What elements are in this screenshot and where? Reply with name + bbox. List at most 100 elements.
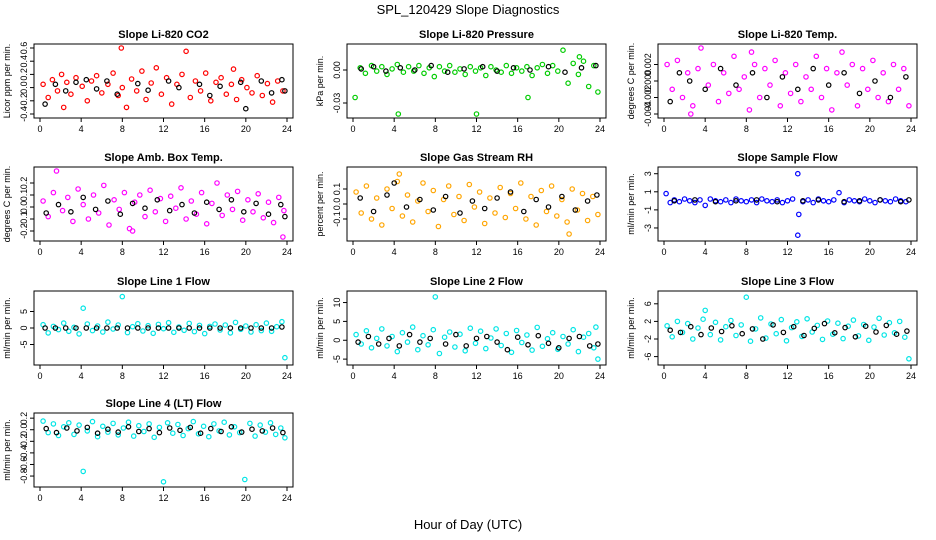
data-point (104, 78, 110, 84)
data-point (689, 103, 696, 109)
series-all (664, 45, 912, 117)
panel-ylabel: degrees C per min. (2, 166, 12, 243)
x-tick-label: 8 (120, 493, 125, 503)
data-point (129, 200, 136, 207)
data-point (707, 331, 714, 338)
data-point (733, 332, 739, 339)
data-point (539, 343, 546, 350)
data-point (810, 199, 817, 206)
data-point (663, 190, 669, 197)
data-point (473, 111, 480, 117)
data-point (106, 222, 112, 228)
data-point (585, 330, 592, 337)
data-point (114, 325, 121, 331)
data-point (244, 84, 250, 91)
data-point (167, 193, 174, 200)
y-tick-label: -5 (332, 355, 342, 363)
data-point (463, 343, 470, 349)
data-point (514, 334, 521, 341)
data-point (795, 211, 802, 218)
data-point (396, 171, 403, 177)
data-point (528, 193, 534, 200)
data-point (717, 65, 724, 72)
data-point (389, 205, 395, 212)
data-point (549, 329, 556, 336)
data-point (206, 433, 212, 440)
data-point (268, 328, 275, 335)
data-point (676, 70, 683, 76)
x-tick-label: 4 (392, 247, 397, 257)
data-point (282, 434, 288, 441)
data-point (472, 68, 479, 74)
series-all (40, 168, 287, 240)
data-point (524, 63, 530, 70)
data-point (494, 195, 500, 201)
data-point (517, 180, 524, 186)
y-tick-label: -0.2 (19, 93, 29, 109)
data-point (362, 70, 369, 77)
data-point (191, 328, 198, 335)
x-tick-label: 8 (433, 124, 438, 134)
data-point (155, 325, 162, 331)
data-point (749, 70, 756, 76)
data-point (906, 103, 912, 109)
x-tick-label: 16 (513, 247, 523, 257)
data-point (282, 213, 288, 220)
data-point (250, 209, 256, 215)
data-point (253, 321, 259, 328)
data-point (55, 201, 62, 208)
data-point (687, 323, 694, 330)
data-point (849, 61, 856, 68)
data-point (120, 425, 127, 431)
data-point (421, 70, 427, 77)
panel-ylabel: ml/min per min. (626, 173, 636, 235)
panel-ylabel: degrees C per min. (626, 43, 636, 120)
data-point (753, 197, 760, 203)
data-point (268, 90, 275, 96)
data-point (764, 198, 770, 204)
data-point (88, 78, 95, 84)
data-point (518, 339, 525, 346)
data-point (842, 324, 848, 331)
data-point (845, 323, 852, 330)
data-point (156, 429, 163, 436)
figure-title: SPL_120429 Slope Diagnostics (376, 2, 560, 17)
data-point (695, 65, 701, 72)
data-point (784, 198, 791, 204)
data-point (462, 347, 469, 354)
data-point (170, 430, 176, 437)
data-point (896, 318, 903, 325)
panel-8: Slope Line 2 Flow ml/min per min. 0 4 8 12 16 2… (315, 276, 607, 381)
x-tick-label: 16 (824, 124, 834, 134)
data-point (187, 424, 194, 431)
data-point (363, 183, 370, 189)
data-point (116, 206, 123, 213)
data-point (129, 323, 136, 330)
data-point (494, 68, 500, 74)
data-point (400, 69, 407, 76)
data-point (255, 191, 262, 197)
data-point (772, 57, 778, 64)
data-point (370, 63, 377, 70)
data-point (399, 329, 406, 336)
data-point (40, 81, 46, 88)
x-tick-label: 20 (241, 493, 251, 503)
y-tick-label: -0.1 (332, 211, 342, 227)
data-point (249, 426, 255, 433)
data-point (178, 185, 184, 191)
data-point (566, 335, 572, 342)
x-tick-label: 0 (350, 247, 355, 257)
data-point (446, 62, 453, 69)
data-point (834, 70, 840, 76)
y-tick-label: -5 (19, 340, 29, 348)
data-point (263, 320, 270, 326)
data-point (595, 211, 601, 218)
panel-title: Slope Li-820 Pressure (419, 29, 534, 41)
x-tick-label: 24 (906, 124, 916, 134)
data-point (840, 335, 846, 342)
data-point (105, 429, 111, 435)
data-point (258, 325, 265, 331)
data-point (890, 61, 897, 68)
data-point (562, 69, 568, 76)
